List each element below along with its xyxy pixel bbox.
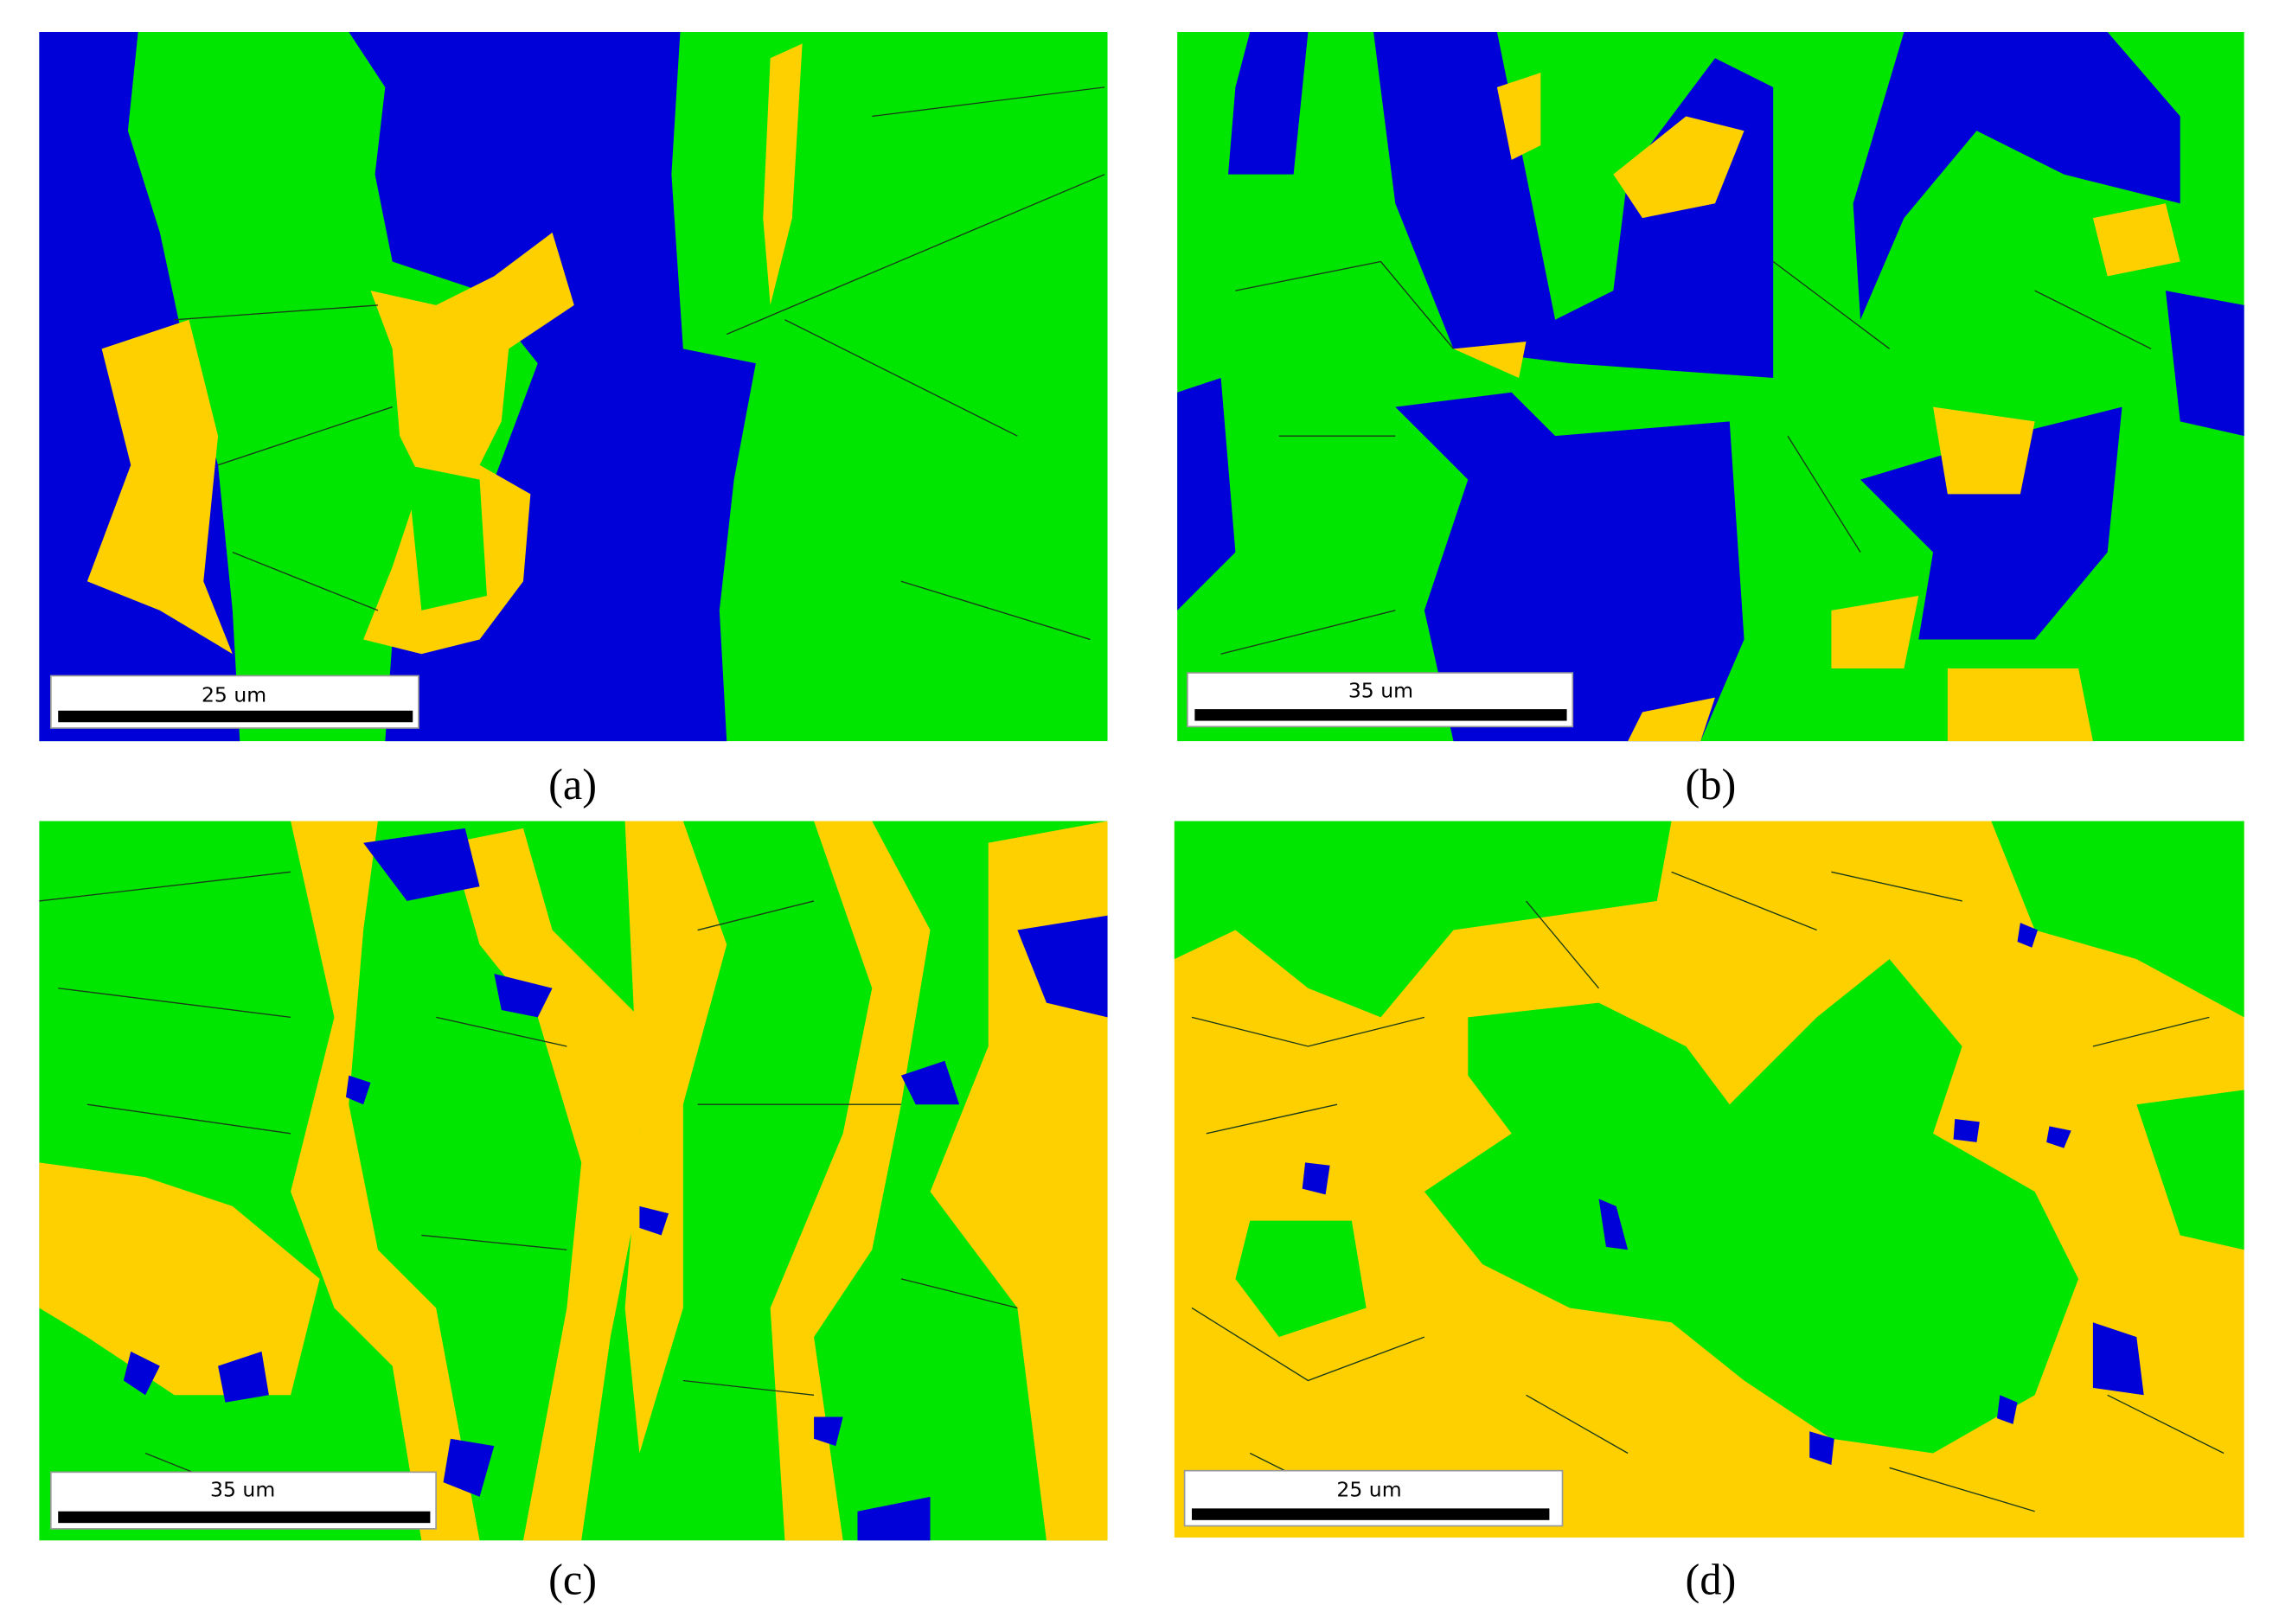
phase-region: [624, 821, 727, 1454]
scale-bar: [58, 710, 413, 723]
phase-region: [349, 31, 756, 742]
phase-region: [763, 43, 803, 305]
caption: (d): [1686, 1555, 1737, 1603]
panel-b: 35 um (b): [1177, 31, 2244, 809]
phase-region: [1453, 73, 2180, 742]
phase-region: [291, 821, 480, 1541]
phase-region: [450, 828, 640, 1541]
phase-region: [1235, 1090, 2244, 1338]
scale-bar: [1191, 1508, 1550, 1520]
phase-region: [1860, 406, 2122, 640]
scale-label: 35 um: [210, 1478, 275, 1502]
grain-boundary: [174, 86, 1105, 641]
scale-label: 25 um: [1336, 1478, 1401, 1502]
scale-bar: [1194, 709, 1567, 721]
phase-region: [1991, 821, 2244, 1018]
panel-d: 25 um (d): [1174, 821, 2244, 1603]
grain-boundary: [1220, 260, 2152, 655]
grain-boundary: [39, 871, 1018, 1512]
caption: (b): [1686, 760, 1737, 809]
scale-bar: [58, 1511, 431, 1524]
phase-region: [1853, 31, 2180, 320]
caption: (c): [548, 1555, 597, 1603]
phase-region: [407, 464, 487, 611]
phase-region: [86, 319, 233, 655]
phase-region: [1424, 959, 2079, 1454]
caption: (a): [548, 760, 597, 809]
phase-region: [1395, 392, 1744, 742]
scale-label: 35 um: [1348, 678, 1413, 702]
phase-region: [770, 821, 931, 1541]
phase-region: [1373, 31, 1774, 378]
phase-region: [1228, 31, 1309, 175]
phase-region: [1174, 821, 1672, 1018]
panel-c: 35 um (c): [39, 821, 1108, 1603]
phase-region: [39, 1162, 320, 1396]
scale-label: 25 um: [202, 682, 266, 707]
panel-a: 25 um (a): [39, 31, 1108, 809]
